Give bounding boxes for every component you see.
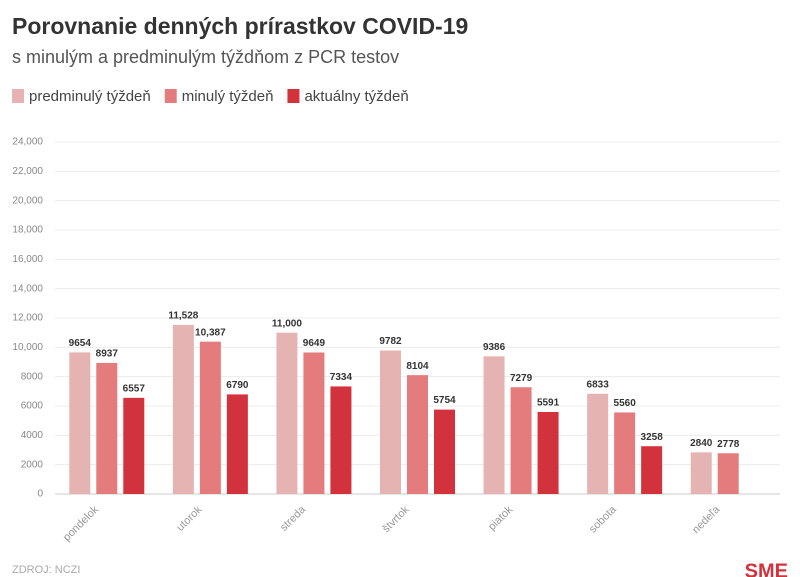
y-tick-label: 8000 — [21, 371, 44, 382]
y-tick-label: 16,000 — [12, 254, 43, 265]
y-tick-label: 10,000 — [12, 342, 43, 353]
bar — [123, 397, 145, 494]
value-label: 10,387 — [195, 327, 226, 338]
y-tick-label: 4000 — [21, 430, 44, 441]
y-tick-label: 14,000 — [12, 283, 43, 294]
legend-label: aktuálny týždeň — [304, 88, 408, 105]
value-label: 3258 — [641, 432, 664, 443]
value-label: 6790 — [226, 380, 249, 391]
bar — [303, 352, 325, 494]
x-tick-label: streda — [278, 503, 309, 534]
y-tick-label: 24,000 — [12, 137, 43, 148]
y-tick-label: 6000 — [21, 401, 44, 412]
value-label: 9782 — [379, 336, 402, 347]
value-label: 6557 — [123, 383, 146, 394]
bar — [69, 352, 91, 494]
chart-subtitle: s minulým a predminulým týždňom z PCR te… — [12, 47, 399, 67]
bar — [510, 387, 532, 494]
bar — [172, 324, 194, 494]
bar — [407, 375, 428, 494]
y-tick-label: 22,000 — [12, 166, 43, 177]
legend-swatch — [12, 89, 24, 103]
value-label: 5754 — [433, 395, 456, 406]
bar — [587, 393, 609, 494]
y-tick-label: 20,000 — [12, 195, 43, 206]
value-label: 9654 — [69, 338, 92, 349]
bar — [614, 412, 636, 494]
y-tick-label: 12,000 — [12, 313, 43, 324]
value-label: 11,528 — [168, 311, 198, 322]
legend-swatch — [164, 89, 177, 103]
bar — [330, 386, 352, 494]
logo: SME — [745, 560, 788, 577]
x-tick-label: pondelok — [61, 503, 101, 543]
x-tick-label: nedeľa — [690, 503, 723, 536]
bar — [276, 332, 298, 494]
value-label: 11,000 — [272, 318, 302, 329]
value-label: 8937 — [96, 349, 119, 360]
bar — [199, 341, 221, 494]
x-tick-label: štvrtok — [380, 503, 412, 535]
x-tick-label: piatok — [486, 503, 516, 533]
legend-swatch — [287, 89, 300, 103]
value-label: 2840 — [690, 438, 713, 449]
bar — [641, 446, 663, 494]
x-tick-label: utorok — [174, 503, 204, 533]
value-label: 5591 — [537, 398, 560, 409]
value-label: 9649 — [303, 338, 326, 349]
bar — [537, 411, 559, 494]
legend-label: predminulý týždeň — [29, 88, 151, 105]
value-label: 6833 — [587, 379, 610, 390]
bar — [717, 453, 739, 494]
bar — [96, 362, 118, 494]
bar — [434, 409, 455, 494]
y-tick-label: 18,000 — [12, 225, 43, 236]
source: ZDROJ: NCZI — [12, 564, 80, 576]
legend-label: minulý týždeň — [182, 88, 274, 105]
chart-title: Porovnanie denných prírastkov COVID-19 — [12, 13, 468, 39]
value-label: 9386 — [483, 342, 506, 353]
bar — [226, 394, 248, 494]
value-label: 5560 — [614, 398, 637, 409]
bar — [690, 452, 712, 494]
value-label: 7334 — [330, 372, 353, 383]
y-tick-label: 0 — [37, 489, 43, 500]
bar — [380, 350, 401, 494]
x-tick-label: sobota — [587, 503, 619, 535]
value-label: 2778 — [717, 439, 740, 450]
bar — [483, 356, 505, 494]
y-tick-label: 2000 — [21, 459, 44, 470]
value-label: 8104 — [406, 361, 429, 372]
value-label: 7279 — [510, 373, 533, 384]
